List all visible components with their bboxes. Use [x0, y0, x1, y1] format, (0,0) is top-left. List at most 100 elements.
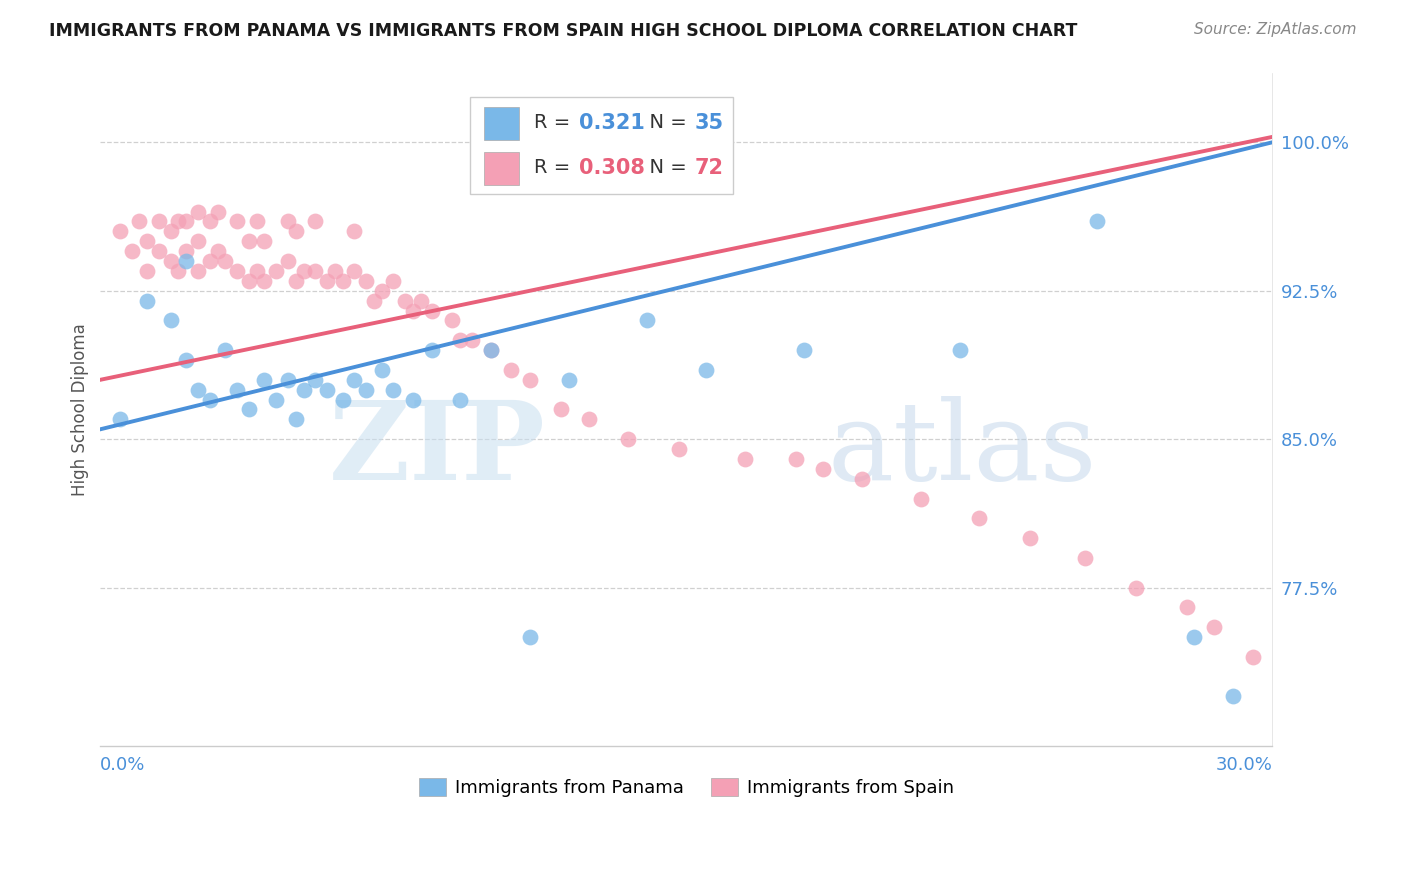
Point: [136, 293, 159, 308]
Point: [187, 264, 209, 278]
Point: [734, 452, 756, 467]
Point: [811, 462, 834, 476]
Point: [793, 343, 815, 357]
Point: [479, 343, 502, 357]
Point: [910, 491, 932, 506]
Point: [449, 333, 471, 347]
Point: [238, 274, 260, 288]
Point: [187, 234, 209, 248]
Point: [449, 392, 471, 407]
Point: [176, 254, 198, 268]
Point: [238, 234, 260, 248]
Point: [128, 214, 150, 228]
Point: [226, 214, 249, 228]
Text: 35: 35: [695, 113, 724, 133]
Point: [136, 234, 159, 248]
Point: [422, 343, 444, 357]
Point: [1085, 214, 1108, 228]
Point: [1222, 690, 1244, 704]
Point: [370, 363, 392, 377]
Point: [370, 284, 392, 298]
Point: [198, 214, 221, 228]
Point: [277, 254, 299, 268]
Point: [159, 224, 181, 238]
Point: [176, 244, 198, 259]
Point: [108, 412, 131, 426]
Point: [1019, 531, 1042, 545]
Point: [176, 214, 198, 228]
Y-axis label: High School Diploma: High School Diploma: [72, 323, 89, 496]
Point: [284, 274, 307, 288]
Point: [851, 472, 873, 486]
Point: [148, 244, 170, 259]
Point: [578, 412, 600, 426]
Text: 0.308: 0.308: [579, 158, 644, 178]
Point: [187, 383, 209, 397]
Point: [108, 224, 131, 238]
Point: [422, 303, 444, 318]
Point: [519, 630, 541, 644]
Point: [316, 274, 339, 288]
Text: 72: 72: [695, 158, 724, 178]
Text: Source: ZipAtlas.com: Source: ZipAtlas.com: [1194, 22, 1357, 37]
Text: atlas: atlas: [827, 396, 1097, 503]
Point: [382, 383, 405, 397]
Point: [264, 392, 287, 407]
Text: R =: R =: [534, 113, 576, 132]
Point: [343, 264, 366, 278]
Point: [323, 264, 346, 278]
Text: ZIP: ZIP: [329, 396, 546, 503]
Point: [253, 234, 276, 248]
Point: [304, 214, 326, 228]
Text: 0.321: 0.321: [579, 113, 644, 133]
Point: [187, 204, 209, 219]
Point: [1241, 649, 1264, 664]
Point: [214, 254, 236, 268]
Point: [332, 274, 354, 288]
Point: [304, 264, 326, 278]
Text: N =: N =: [637, 158, 693, 178]
Point: [1182, 630, 1205, 644]
Point: [550, 402, 572, 417]
Point: [207, 204, 229, 219]
Point: [159, 313, 181, 327]
Point: [198, 254, 221, 268]
Point: [460, 333, 482, 347]
Point: [382, 274, 405, 288]
Point: [148, 214, 170, 228]
Text: 30.0%: 30.0%: [1216, 756, 1272, 774]
Point: [402, 392, 425, 407]
Point: [226, 264, 249, 278]
Point: [343, 373, 366, 387]
Point: [167, 264, 190, 278]
Point: [176, 353, 198, 368]
Point: [246, 214, 269, 228]
Point: [332, 392, 354, 407]
Text: R =: R =: [534, 158, 576, 178]
Point: [253, 373, 276, 387]
Text: IMMIGRANTS FROM PANAMA VS IMMIGRANTS FROM SPAIN HIGH SCHOOL DIPLOMA CORRELATION : IMMIGRANTS FROM PANAMA VS IMMIGRANTS FRO…: [49, 22, 1077, 40]
Point: [558, 373, 581, 387]
Point: [159, 254, 181, 268]
Point: [617, 432, 640, 446]
Point: [277, 214, 299, 228]
Text: 0.0%: 0.0%: [100, 756, 146, 774]
Point: [519, 373, 541, 387]
Point: [409, 293, 432, 308]
Point: [440, 313, 463, 327]
Point: [226, 383, 249, 397]
Point: [198, 392, 221, 407]
Point: [479, 343, 502, 357]
Point: [949, 343, 972, 357]
Point: [363, 293, 385, 308]
Point: [1074, 550, 1097, 565]
Point: [636, 313, 658, 327]
Point: [214, 343, 236, 357]
Legend: Immigrants from Panama, Immigrants from Spain: Immigrants from Panama, Immigrants from …: [412, 771, 962, 805]
Point: [695, 363, 717, 377]
Point: [292, 264, 315, 278]
Point: [1175, 600, 1198, 615]
Point: [343, 224, 366, 238]
Point: [253, 274, 276, 288]
FancyBboxPatch shape: [470, 96, 734, 194]
